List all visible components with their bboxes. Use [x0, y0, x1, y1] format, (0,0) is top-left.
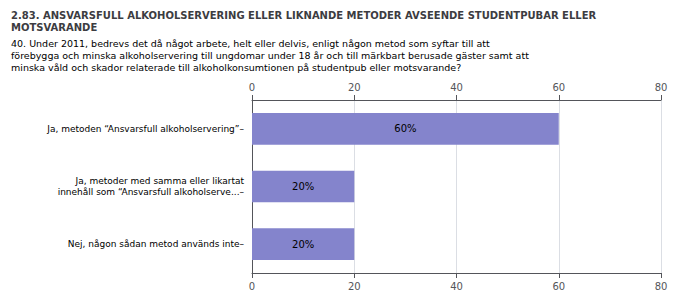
svg-text:60: 60	[552, 82, 565, 93]
svg-text:40: 40	[450, 82, 463, 93]
svg-text:förebygga och minska alkoholse: förebygga och minska alkoholservering ti…	[11, 50, 529, 61]
svg-text:80: 80	[655, 82, 668, 93]
svg-text:0: 0	[249, 82, 255, 93]
svg-text:Ja, metoden “Ansvarsfull alkoh: Ja, metoden “Ansvarsfull alkoholserverin…	[46, 124, 244, 134]
svg-text:Ja, metoder med samma eller li: Ja, metoder med samma eller likartat	[74, 176, 244, 186]
svg-text:MOTSVARANDE: MOTSVARANDE	[11, 22, 97, 33]
svg-text:40: 40	[450, 281, 463, 292]
svg-text:minska våld och skador relater: minska våld och skador relaterade till a…	[11, 62, 461, 73]
svg-text:60: 60	[552, 281, 565, 292]
svg-text:20: 20	[348, 82, 361, 93]
svg-text:Nej, någon sådan metod används: Nej, någon sådan metod används inte–	[68, 239, 245, 249]
svg-text:2.83. ANSVARSFULL ALKOHOLSERVE: 2.83. ANSVARSFULL ALKOHOLSERVERING ELLER…	[11, 10, 597, 21]
svg-text:20: 20	[348, 281, 361, 292]
svg-text:40. Under 2011, bedrevs det då: 40. Under 2011, bedrevs det då något arb…	[11, 38, 490, 49]
svg-text:innehåll som “Ansvarsfull alko: innehåll som “Ansvarsfull alkoholserve..…	[58, 187, 245, 197]
svg-text:60%: 60%	[394, 123, 416, 134]
svg-text:0: 0	[249, 281, 255, 292]
svg-text:20%: 20%	[292, 239, 314, 250]
svg-text:20%: 20%	[292, 181, 314, 192]
svg-text:80: 80	[655, 281, 668, 292]
